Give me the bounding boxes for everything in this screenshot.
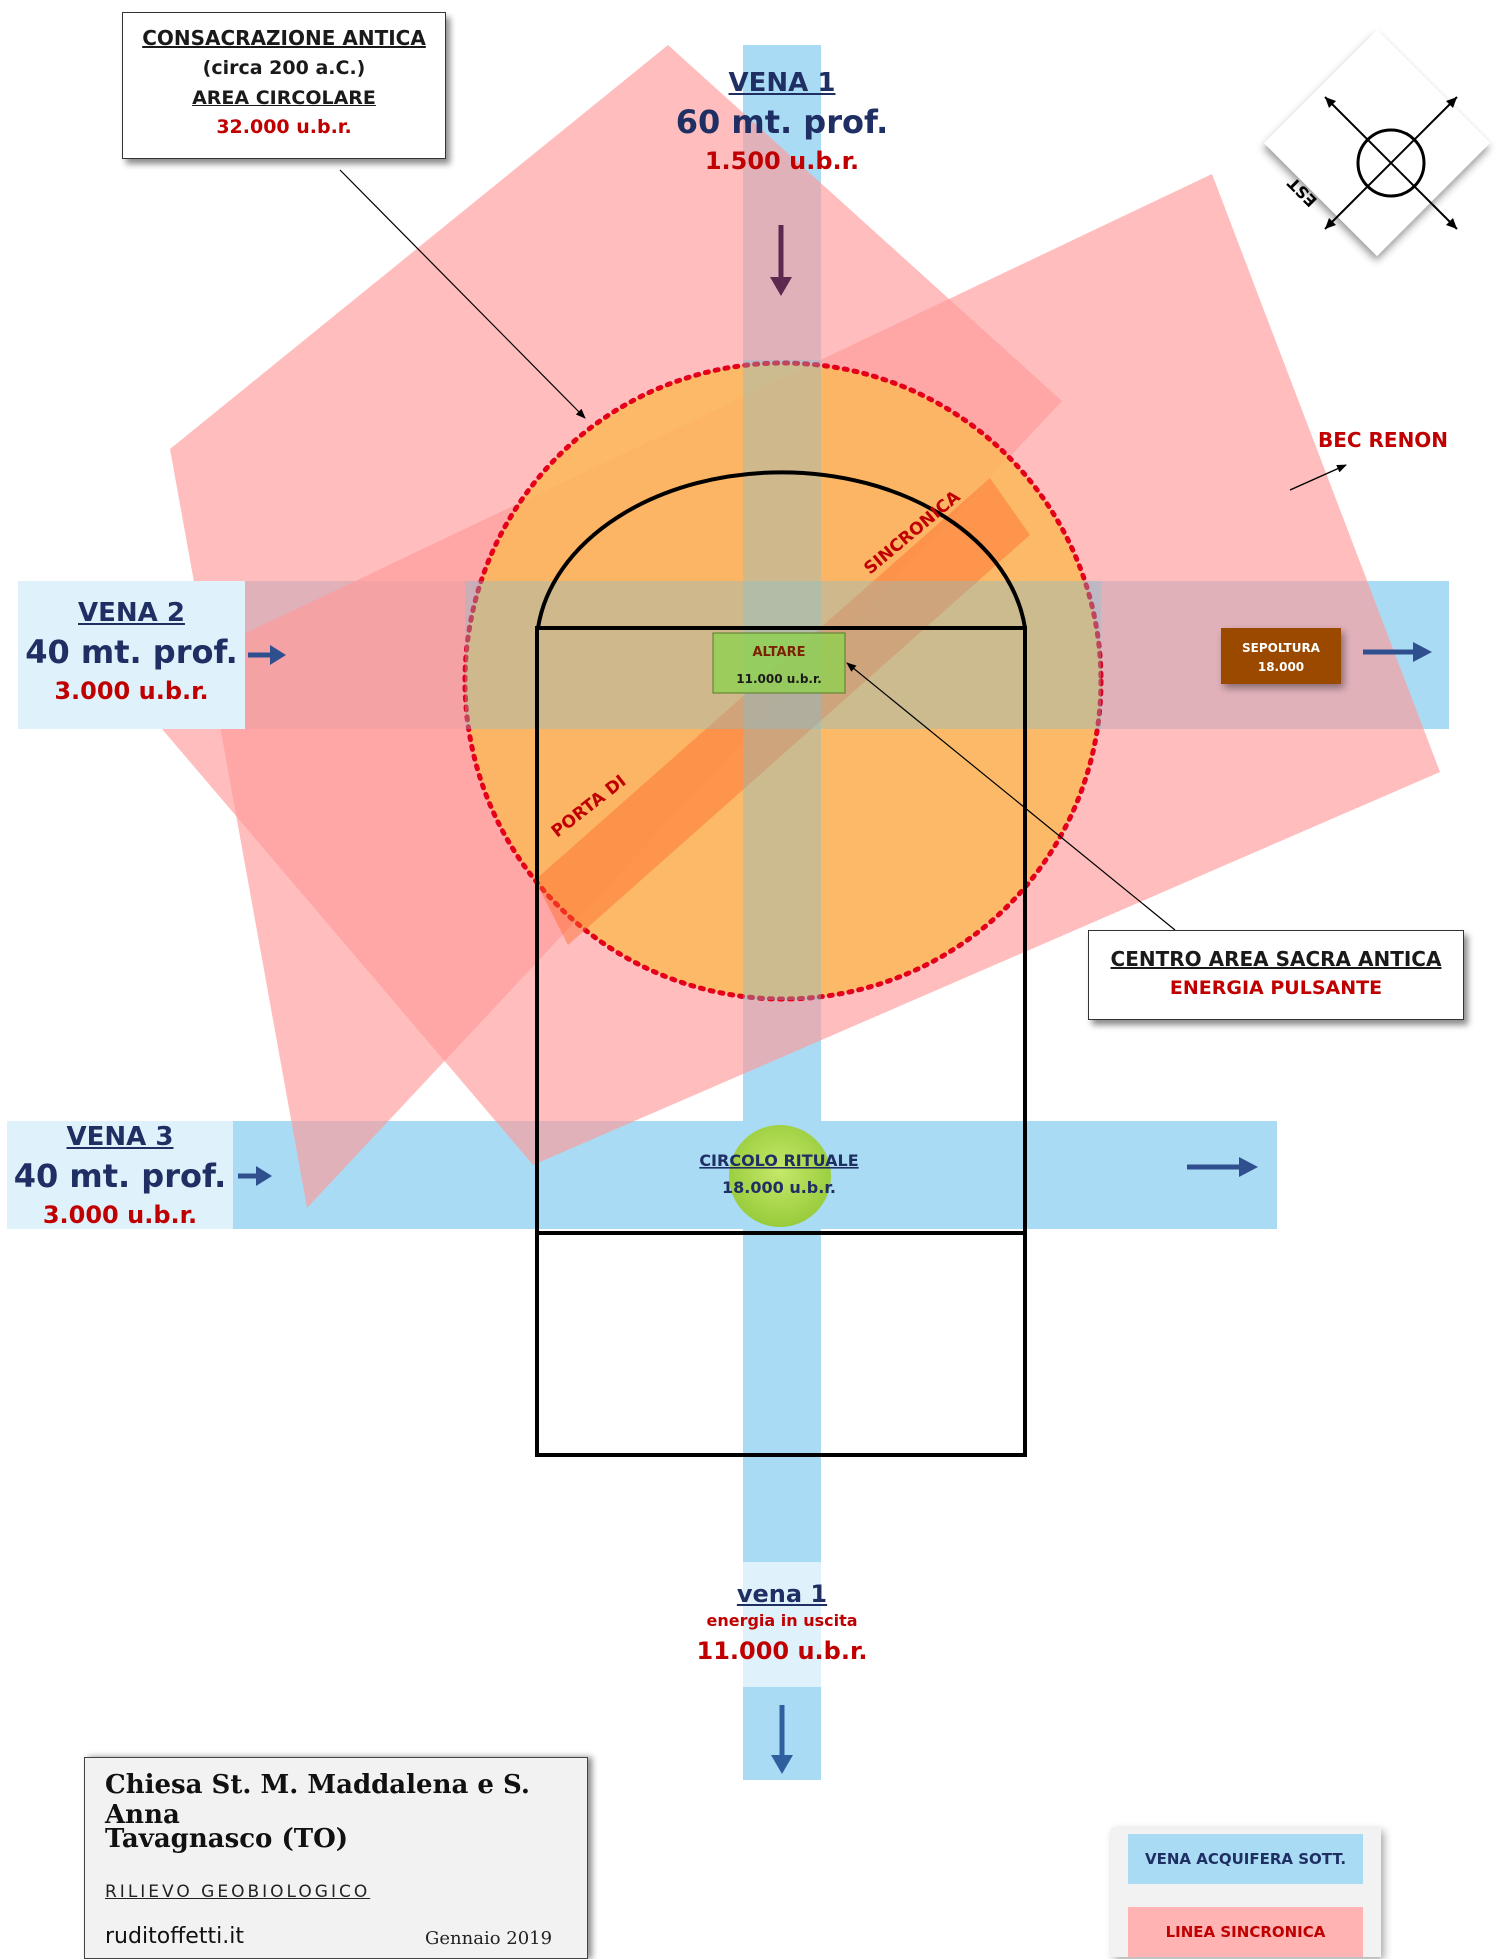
vena1-top-label: VENA 1 60 mt. prof. 1.500 u.b.r.	[632, 66, 932, 178]
church-location: Tavagnasco (TO)	[105, 1824, 349, 1854]
center-title: CENTRO AREA SACRA ANTICA	[1110, 947, 1442, 971]
vena3-title: VENA 3	[66, 1122, 174, 1152]
bec-renon-arrow	[1289, 464, 1347, 491]
vena1-top-value: 1.500 u.b.r.	[704, 147, 860, 175]
consecration-value: 32.000 u.b.r.	[216, 116, 352, 138]
compass-rose-icon	[1263, 29, 1491, 257]
vena1-top-title: VENA 1	[728, 68, 836, 98]
ancient-circular-area-border	[462, 360, 1104, 1002]
vena2-title: VENA 2	[78, 598, 185, 628]
burial-label: SEPOLTURA	[1242, 641, 1321, 655]
survey-date: Gennaio 2019	[425, 1928, 553, 1949]
synchronic-door-band	[535, 478, 1030, 945]
vena1-arrow-down-icon	[770, 225, 792, 296]
vena3-label-panel	[7, 1121, 233, 1229]
church-apse	[536, 470, 1027, 629]
vena3-label: VENA 3 40 mt. prof. 3.000 u.b.r.	[7, 1120, 233, 1232]
consecration-area: AREA CIRCOLARE	[192, 87, 376, 109]
legend-vein-item: VENA ACQUIFERA SOTT.	[1128, 1834, 1363, 1884]
burial-value: 18.000	[1258, 660, 1304, 674]
vena2-exit-arrow-right-icon	[1363, 642, 1432, 662]
vena2-label: VENA 2 40 mt. prof. 3.000 u.b.r.	[18, 596, 245, 708]
vena2-value: 3.000 u.b.r.	[54, 677, 209, 705]
vena3-exit-arrow-right-icon	[1187, 1157, 1258, 1177]
vena1-bottom-label: vena 1 energia in uscita 11.000 u.b.r.	[632, 1578, 932, 1670]
compass-symbol	[1324, 96, 1458, 230]
consecration-date: (circa 200 a.C.)	[202, 57, 366, 79]
site-name: ruditoffetti.it	[105, 1924, 244, 1949]
consecration-leader-line	[339, 169, 586, 419]
altar-block	[712, 632, 846, 694]
vena1-top-depth: 60 mt. prof.	[675, 103, 889, 141]
vena3-value: 3.000 u.b.r.	[42, 1201, 198, 1229]
church-name: Chiesa St. M. Maddalena e S. Anna	[105, 1770, 530, 1830]
church-entrance-section	[535, 1231, 1027, 1457]
vena2-label-panel	[18, 581, 245, 729]
ritual-circle	[729, 1125, 831, 1227]
ritual-circle-value: 18.000 u.b.r.	[722, 1178, 836, 1197]
survey-type: RILIEVO GEOBIOLOGICO	[105, 1882, 371, 1902]
center-subtitle: ENERGIA PULSANTE	[1169, 977, 1383, 999]
vena1-bottom-value: 11.000 u.b.r.	[696, 1637, 868, 1665]
vena3-arrow-right-icon	[238, 1166, 272, 1186]
vena1-exit-arrow-down-icon	[771, 1705, 793, 1774]
vena1-bottom-label-panel	[743, 1562, 821, 1687]
altar-value: 11.000 u.b.r.	[736, 672, 822, 686]
legend: VENA ACQUIFERA SOTT. LINEA SINCRONICA	[1111, 1828, 1381, 1957]
legend-sync-item: LINEA SINCRONICA	[1128, 1907, 1363, 1957]
bec-renon-label: BEC RENON	[1318, 428, 1448, 452]
ritual-circle-label: CIRCOLO RITUALE	[699, 1151, 858, 1170]
center-box: CENTRO AREA SACRA ANTICA ENERGIA PULSANT…	[1088, 930, 1464, 1020]
consecration-title: CONSACRAZIONE ANTICA	[142, 26, 426, 50]
vena1-bottom-subtitle: energia in uscita	[706, 1611, 858, 1630]
vena3-depth: 40 mt. prof.	[13, 1157, 227, 1195]
altar-label: ALTARE	[752, 645, 805, 660]
center-leader-line	[846, 662, 1176, 931]
consecration-box: CONSACRAZIONE ANTICA (circa 200 a.C.) AR…	[122, 12, 446, 159]
vena1-bottom-title: vena 1	[736, 1580, 828, 1608]
vena2-depth: 40 mt. prof.	[25, 633, 238, 671]
title-block: Chiesa St. M. Maddalena e S. Anna Tavagn…	[84, 1757, 588, 1959]
burial-block	[1221, 628, 1341, 684]
vena2-arrow-right-icon	[248, 645, 286, 665]
